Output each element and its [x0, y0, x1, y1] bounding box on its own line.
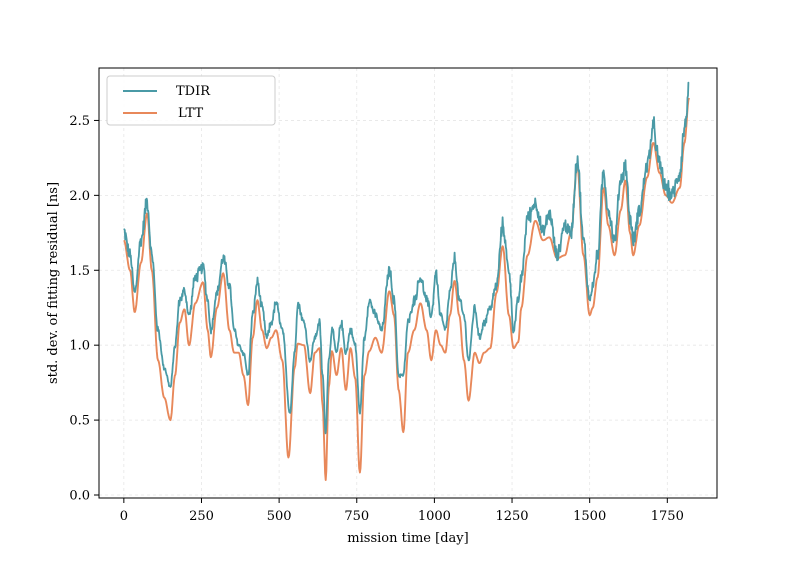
- y-tick-label: 1.0: [69, 339, 90, 354]
- series-lines: [123, 81, 690, 481]
- x-tick-label: 1500: [573, 509, 606, 524]
- x-tick-label: 1250: [495, 509, 528, 524]
- x-tick-label: 250: [189, 509, 214, 524]
- y-tick-label: 0.0: [69, 489, 90, 504]
- x-tick-label: 0: [120, 509, 128, 524]
- legend-label-tdir: TDIR: [176, 84, 211, 99]
- series-line-ltt: [123, 97, 690, 481]
- y-tick-label: 2.0: [69, 189, 90, 204]
- y-tick-label: 0.5: [69, 414, 90, 429]
- series-line-tdir: [123, 81, 690, 435]
- plot-frame: [98, 67, 718, 499]
- y-axis-label: std. dev. of fitting residual [ns]: [46, 182, 61, 384]
- x-tick-label: 500: [267, 509, 292, 524]
- y-tick-label: 2.5: [69, 114, 90, 129]
- axis-ticks: 0 250 500 750 1000 1250 1500 1750 0.0 0.5 1.0 1.5 2.…: [69, 114, 684, 524]
- legend-label-ltt: LTT: [178, 106, 203, 121]
- y-tick-label: 1.5: [69, 264, 90, 279]
- x-tick-label: 1000: [418, 509, 451, 524]
- legend: TDIR LTT: [106, 75, 276, 126]
- x-tick-label: 1750: [651, 509, 684, 524]
- x-axis-label: mission time [day]: [347, 531, 468, 546]
- x-tick-label: 750: [344, 509, 369, 524]
